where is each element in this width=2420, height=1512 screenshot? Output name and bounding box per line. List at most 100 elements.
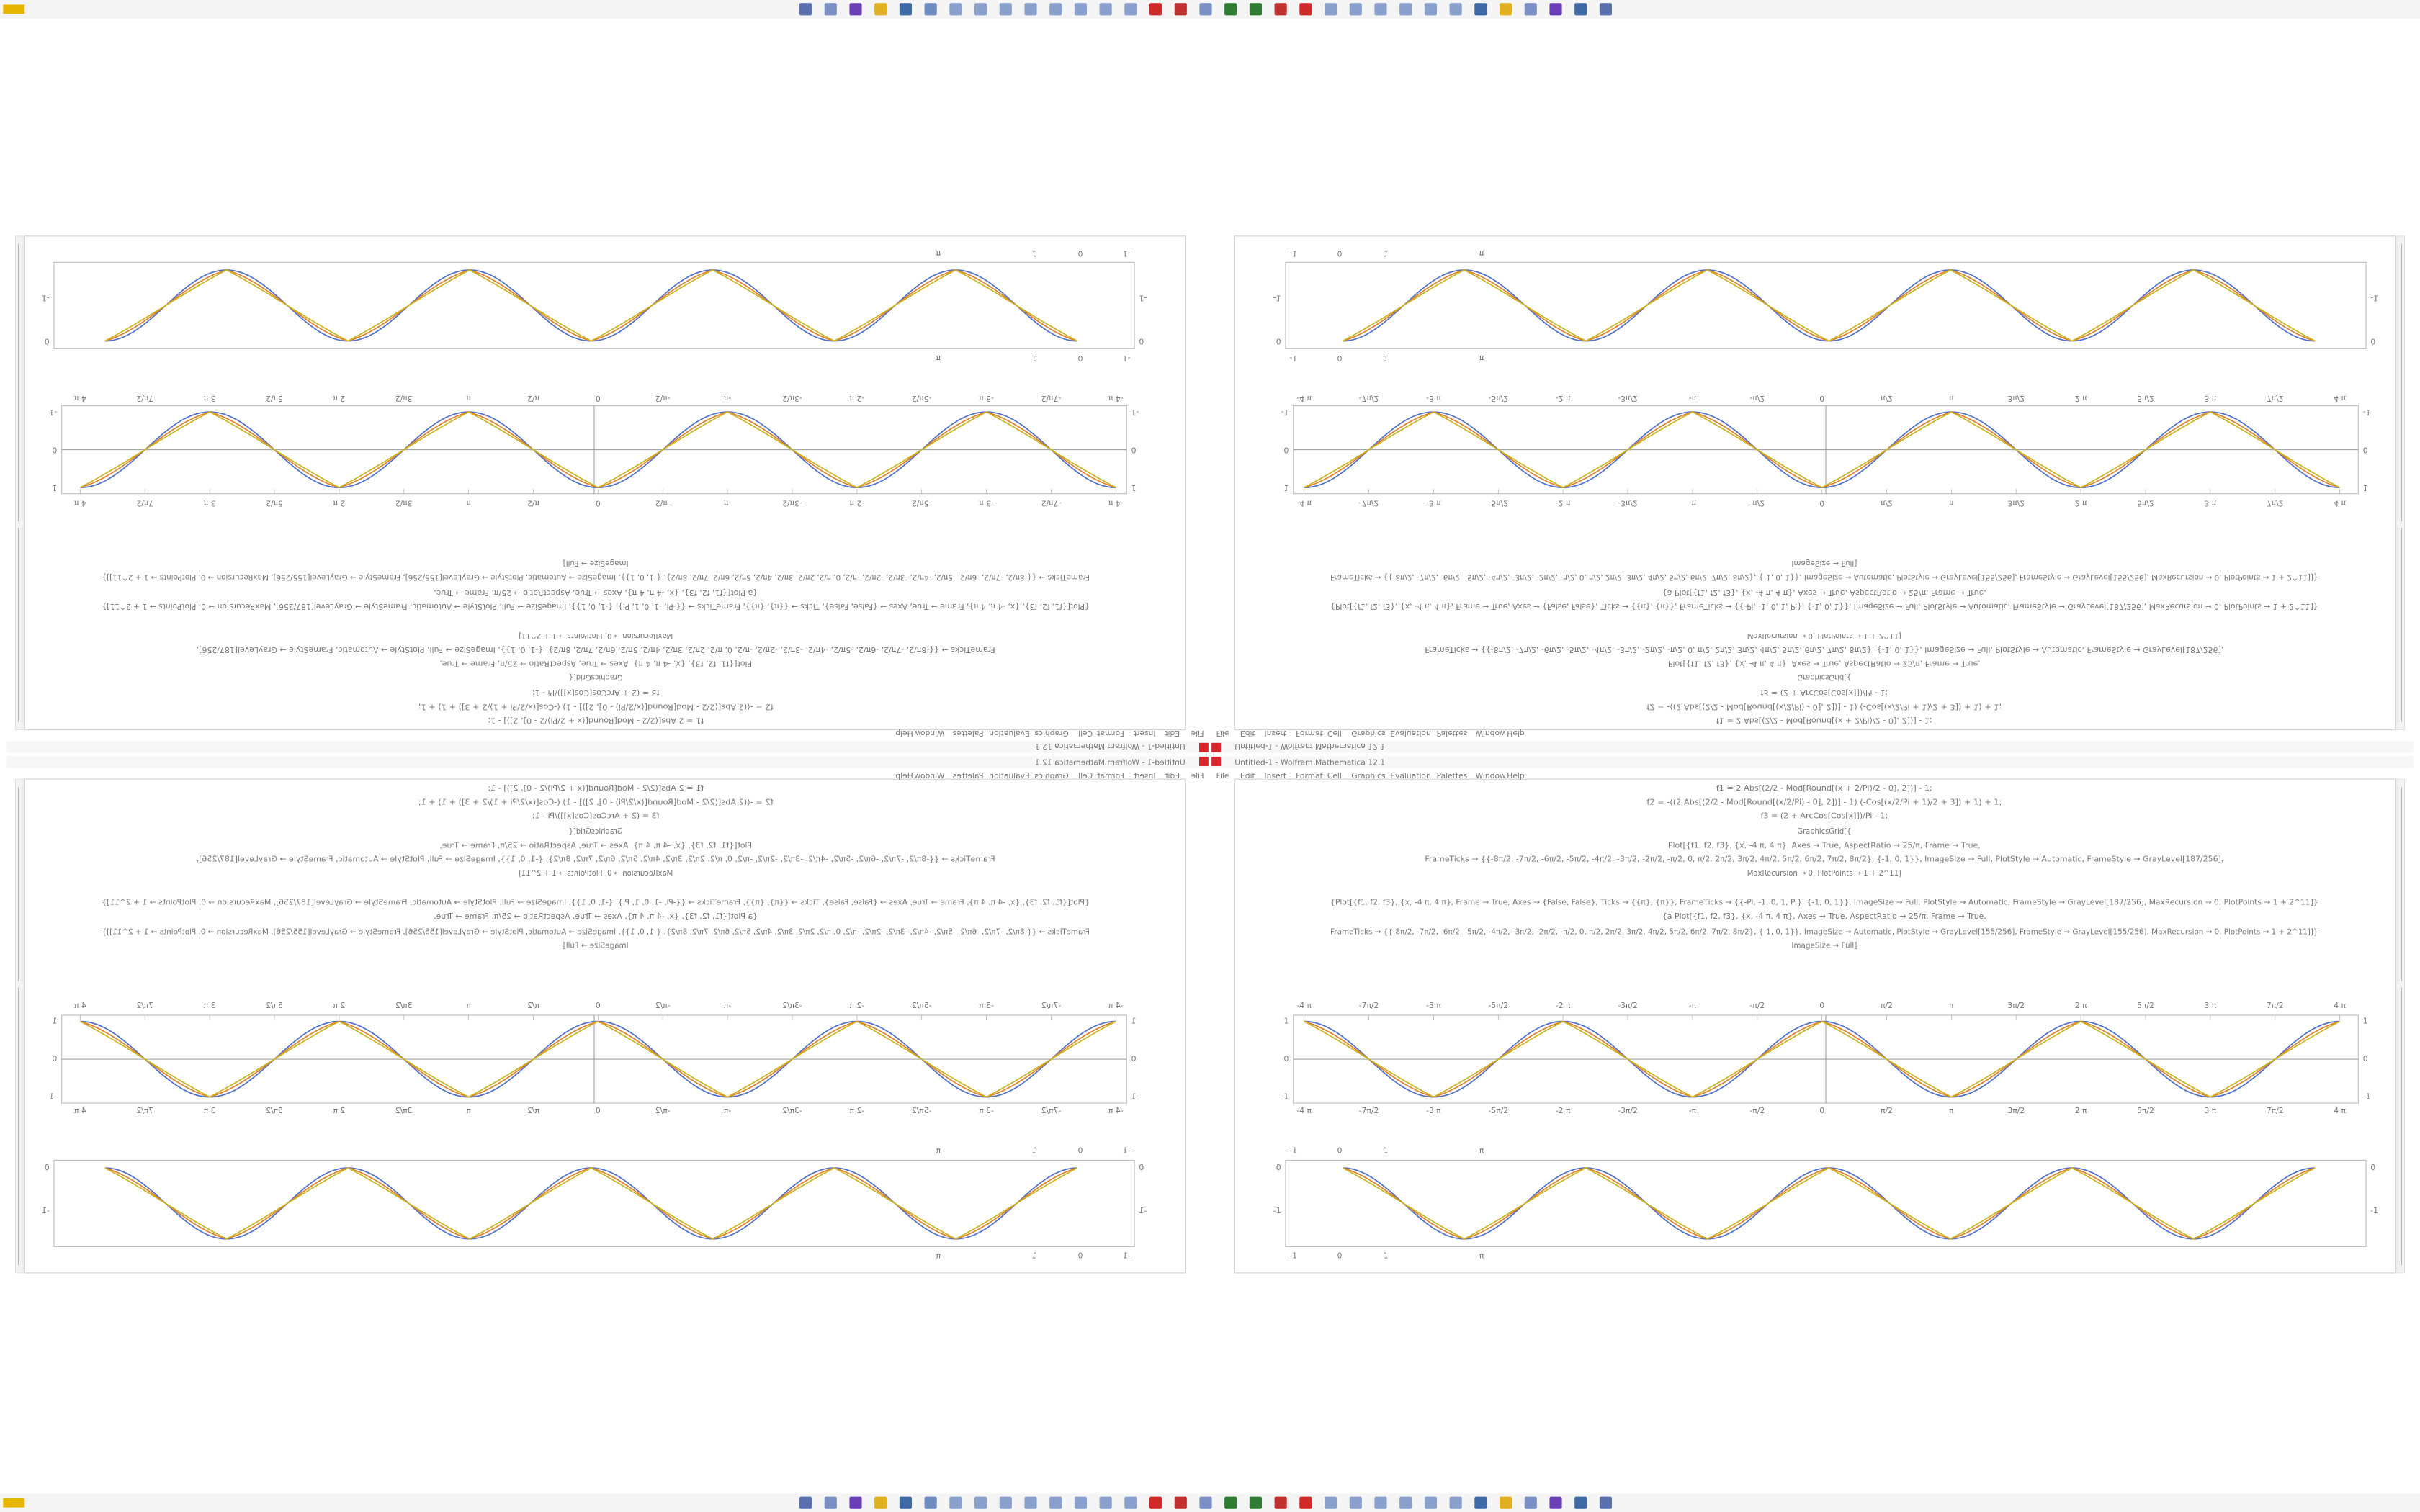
close-button[interactable] (1199, 757, 1209, 766)
taskbar-icon[interactable] (1474, 3, 1487, 16)
menu-item[interactable]: Edit (1240, 771, 1255, 780)
taskbar-icon[interactable] (1174, 3, 1187, 16)
taskbar-icon[interactable] (1349, 3, 1362, 16)
taskbar-icon[interactable] (1524, 1496, 1537, 1509)
taskbar-icon[interactable] (1124, 3, 1137, 16)
taskbar-icon[interactable] (1224, 1496, 1237, 1509)
menu-item[interactable]: Insert (1264, 771, 1286, 780)
taskbar-icon[interactable] (824, 1496, 837, 1509)
menu-item[interactable]: Cell (1078, 771, 1093, 780)
menu-item[interactable]: Insert (1134, 729, 1156, 738)
menu-item[interactable]: Evaluation (989, 771, 1029, 780)
taskbar-icon[interactable] (1424, 3, 1437, 16)
taskbar-icon[interactable] (1024, 1496, 1037, 1509)
taskbar-icon[interactable] (1249, 1496, 1262, 1509)
menu-item[interactable]: Window (914, 729, 944, 738)
taskbar-icon[interactable] (1549, 1496, 1562, 1509)
menu-item[interactable]: Help (1507, 771, 1525, 780)
menu-item[interactable]: Evaluation (1390, 771, 1430, 780)
menu-item[interactable]: Edit (1165, 771, 1180, 780)
menu-item[interactable]: Format (1296, 771, 1323, 780)
menu-item[interactable]: Evaluation (1390, 729, 1430, 738)
taskbar-icon[interactable] (1274, 1496, 1287, 1509)
menu-item[interactable]: Window (1476, 771, 1506, 780)
taskbar-icon[interactable] (799, 3, 812, 16)
taskbar-icon[interactable] (799, 1496, 812, 1509)
menu-item[interactable]: Cell (1327, 771, 1342, 780)
menu-item[interactable]: Insert (1134, 771, 1156, 780)
menu-item[interactable]: Format (1097, 729, 1124, 738)
taskbar-icon[interactable] (1399, 1496, 1412, 1509)
menu-item[interactable]: Format (1296, 729, 1323, 738)
taskbar-icon[interactable] (1074, 1496, 1087, 1509)
menu-item[interactable]: Palettes (952, 771, 983, 780)
menu-item[interactable]: Palettes (952, 729, 983, 738)
taskbar-icon[interactable] (1374, 1496, 1387, 1509)
menu-item[interactable]: Window (1476, 729, 1506, 738)
start-area[interactable] (3, 1498, 25, 1508)
taskbar-icon[interactable] (1174, 1496, 1187, 1509)
taskbar-icon[interactable] (1150, 1496, 1162, 1509)
taskbar-icon[interactable] (1049, 1496, 1062, 1509)
taskbar-icon[interactable] (874, 3, 887, 16)
taskbar-icon[interactable] (1449, 1496, 1462, 1509)
taskbar-icon[interactable] (949, 1496, 962, 1509)
taskbar-icon[interactable] (899, 3, 912, 16)
menu-item[interactable]: Graphics (1351, 729, 1386, 738)
taskbar-icon[interactable] (849, 1496, 862, 1509)
menu-item[interactable]: Edit (1165, 729, 1180, 738)
taskbar-icon[interactable] (924, 3, 937, 16)
taskbar-icon[interactable] (1199, 3, 1212, 16)
taskbar-icon[interactable] (1325, 1496, 1337, 1509)
menu-item[interactable]: Palettes (1437, 729, 1468, 738)
taskbar-icon[interactable] (1099, 3, 1112, 16)
taskbar-icon[interactable] (1249, 3, 1262, 16)
menu-item[interactable]: Format (1097, 771, 1124, 780)
taskbar-icon[interactable] (1049, 3, 1062, 16)
menu-item[interactable]: Edit (1240, 729, 1255, 738)
taskbar-icon[interactable] (1024, 3, 1037, 16)
taskbar-icon[interactable] (1599, 3, 1612, 16)
taskbar-icon[interactable] (1274, 3, 1287, 16)
taskbar-icon[interactable] (1449, 3, 1462, 16)
taskbar-icon[interactable] (824, 3, 837, 16)
taskbar-icon[interactable] (1299, 3, 1312, 16)
menu-item[interactable]: Graphics (1034, 729, 1069, 738)
taskbar-icon[interactable] (899, 1496, 912, 1509)
taskbar-icon[interactable] (1599, 1496, 1612, 1509)
menu-item[interactable]: Help (1507, 729, 1525, 738)
taskbar-icon[interactable] (1500, 1496, 1512, 1509)
taskbar-icon[interactable] (999, 3, 1012, 16)
taskbar-icon[interactable] (1549, 3, 1562, 16)
taskbar-icon[interactable] (1099, 1496, 1112, 1509)
menu-item[interactable]: Insert (1264, 729, 1286, 738)
taskbar-icon[interactable] (1325, 3, 1337, 16)
taskbar-icon[interactable] (1124, 1496, 1137, 1509)
taskbar-icon[interactable] (1424, 1496, 1437, 1509)
menu-item[interactable]: Help (895, 771, 913, 780)
menu-item[interactable]: Evaluation (989, 729, 1029, 738)
taskbar-icon[interactable] (874, 1496, 887, 1509)
taskbar-icon[interactable] (1299, 1496, 1312, 1509)
taskbar-icon[interactable] (1474, 1496, 1487, 1509)
taskbar-icon[interactable] (1524, 3, 1537, 16)
taskbar-icon[interactable] (1074, 3, 1087, 16)
close-button[interactable] (1211, 742, 1221, 752)
taskbar-icon[interactable] (1150, 3, 1162, 16)
menu-item[interactable]: Window (914, 771, 944, 780)
taskbar-icon[interactable] (849, 3, 862, 16)
menu-item[interactable]: File (1216, 771, 1229, 780)
menu-item[interactable]: Palettes (1437, 771, 1468, 780)
taskbar-icon[interactable] (1574, 3, 1587, 16)
taskbar-icon[interactable] (949, 3, 962, 16)
taskbar-icon[interactable] (1349, 1496, 1362, 1509)
menu-item[interactable]: File (1191, 771, 1204, 780)
taskbar-icon[interactable] (924, 1496, 937, 1509)
taskbar-icon[interactable] (1199, 1496, 1212, 1509)
start-area[interactable] (3, 4, 25, 14)
menu-item[interactable]: Graphics (1034, 771, 1069, 780)
menu-item[interactable]: File (1216, 729, 1229, 738)
taskbar-icon[interactable] (1399, 3, 1412, 16)
taskbar-icon[interactable] (999, 1496, 1012, 1509)
taskbar-icon[interactable] (1500, 3, 1512, 16)
